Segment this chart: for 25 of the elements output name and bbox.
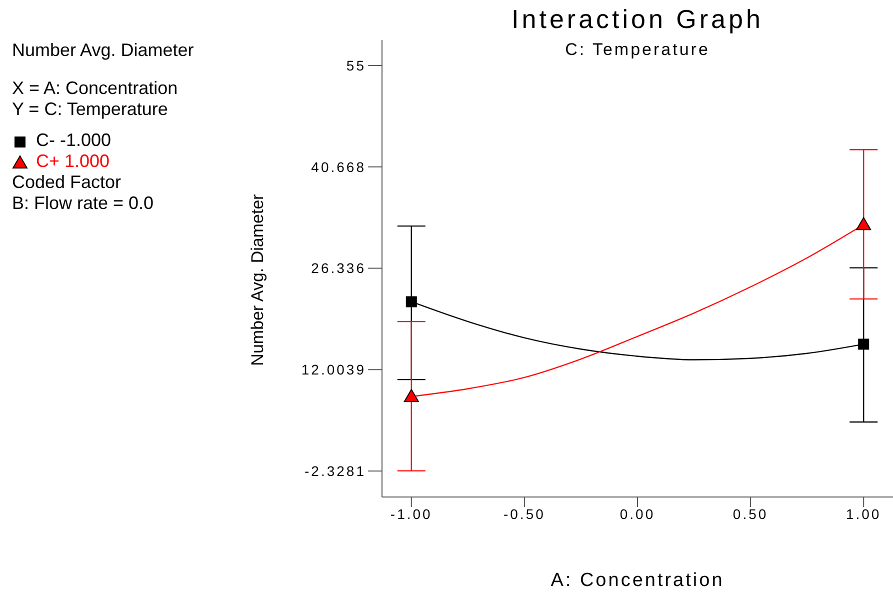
- y-tick-label: 12.0039: [301, 362, 366, 378]
- y-tick-label: 26.336: [311, 260, 366, 276]
- x-axis-title: A: Concentration: [550, 570, 726, 592]
- x-tick-label: -0.50: [503, 506, 546, 522]
- chart-title: Interaction Graph: [510, 4, 764, 35]
- point: [406, 296, 417, 308]
- x-tick-label: -1.00: [390, 506, 432, 522]
- point: [404, 389, 419, 402]
- legend-label: C+ 1.000: [36, 151, 110, 172]
- point: [856, 217, 872, 230]
- legend-label: C- -1.000: [36, 130, 112, 151]
- y-axis-title: Number Avg. Diameter: [248, 194, 268, 366]
- x-tick-label: 0.50: [732, 506, 768, 522]
- x-tick-label: 0.00: [620, 506, 656, 522]
- point: [858, 338, 870, 350]
- text: B: Flow rate = 0.0: [12, 193, 155, 214]
- y-tick-label: 40.668: [311, 158, 366, 175]
- text: Number Avg. Diameter: [12, 40, 194, 61]
- text: Y = C: Temperature: [12, 99, 169, 120]
- chart-subtitle: C: Temperature: [564, 40, 711, 60]
- y-tick-label: -2.3281: [304, 462, 366, 479]
- text: X = A: Concentration: [12, 78, 179, 99]
- text: Coded Factor: [12, 172, 122, 193]
- y-tick-label: 55: [346, 57, 366, 74]
- x-tick-label: 1.00: [846, 506, 882, 522]
